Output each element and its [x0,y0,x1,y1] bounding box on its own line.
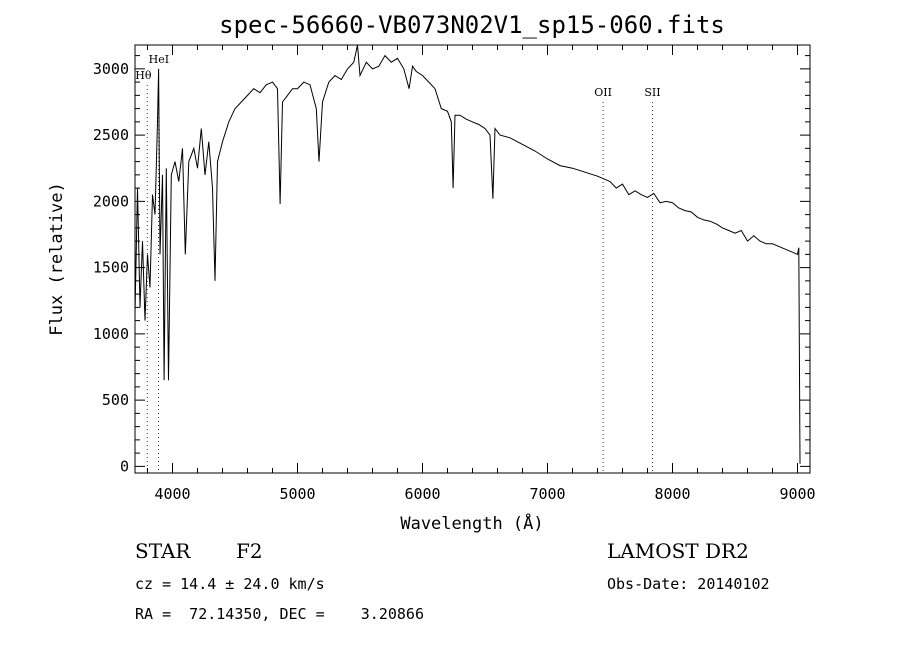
y-tick-label: 1000 [93,325,129,343]
y-tick-label: 1500 [93,259,129,277]
y-tick-label: 3000 [93,60,129,78]
x-tick-label: 9000 [779,485,815,503]
x-axis-label: Wavelength (Å) [400,512,543,534]
y-tick-label: 0 [120,457,129,475]
line-marker-group: HeI Hθ OII SII [135,53,661,473]
x-tick-label: 5000 [279,485,315,503]
x-axis-ticks: 4000 5000 6000 7000 8000 9000 [147,45,816,503]
obs-date-label: Obs-Date: 20140102 [607,575,770,593]
y-tick-label: 2500 [93,126,129,144]
line-marker-label: HeI [149,53,169,66]
object-subclass-label: F2 [236,539,263,563]
radec-label: RA = 72.14350, DEC = 3.20866 [135,605,424,623]
redshift-label: cz = 14.4 ± 24.0 km/s [135,575,325,593]
x-tick-label: 6000 [404,485,440,503]
y-axis-ticks: 0 500 1000 1500 2000 2500 3000 [93,55,810,475]
y-tick-label: 500 [102,391,129,409]
x-tick-label: 7000 [529,485,565,503]
object-class-label: STAR [135,539,191,563]
y-axis-label: Flux (relative) [47,182,67,336]
line-marker-label: Hθ [135,69,152,82]
spectrum-line [134,44,801,464]
plot-frame [134,44,811,474]
line-marker-label: OII [594,86,612,99]
survey-label: LAMOST DR2 [607,539,749,563]
x-tick-label: 8000 [654,485,690,503]
x-tick-label: 4000 [154,485,190,503]
line-marker-label: SII [644,86,660,99]
chart-title: spec-56660-VB073N02V1_sp15-060.fits [219,11,725,39]
y-tick-label: 2000 [93,192,129,210]
